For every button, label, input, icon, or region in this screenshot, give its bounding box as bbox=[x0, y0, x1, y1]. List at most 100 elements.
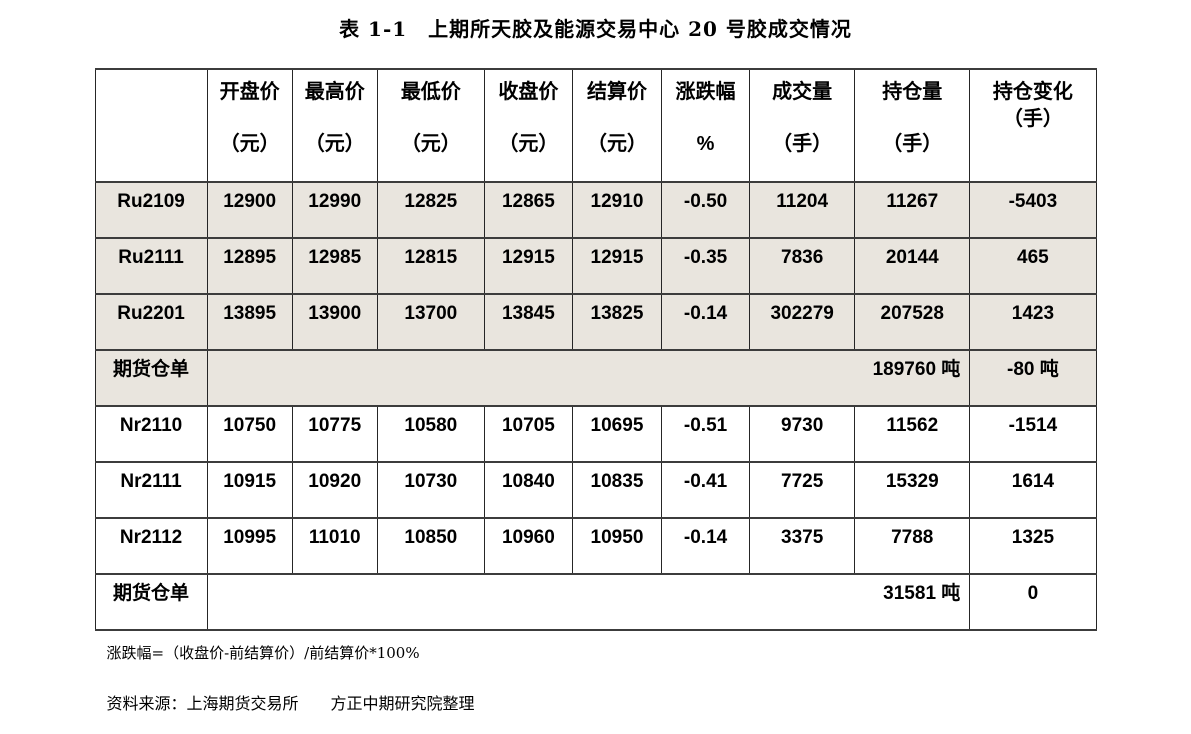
col-header-unit: （手） bbox=[1002, 108, 1063, 130]
table-cell: 10580 bbox=[376, 405, 485, 463]
row-label: Nr2110 bbox=[94, 405, 208, 463]
table-row-warehouse-receipts-ru: 期货仓单 189760 吨 -80 吨 bbox=[94, 349, 1097, 407]
col-header-label: 成交量 bbox=[772, 81, 833, 103]
col-header-label: 持仓量 bbox=[882, 81, 943, 103]
col-header-unit: （元） bbox=[400, 133, 461, 155]
row-label: Nr2112 bbox=[94, 517, 208, 575]
col-header-unit: （元） bbox=[304, 133, 365, 155]
col-header-low-price: 最低价 （元） bbox=[376, 68, 485, 183]
col-header-label: 最低价 bbox=[400, 81, 461, 103]
table-cell: 20144 bbox=[854, 237, 971, 295]
table-cell: 13895 bbox=[206, 293, 293, 351]
corner-cell bbox=[94, 68, 208, 183]
table-cell: 10705 bbox=[483, 405, 573, 463]
table-cell: 10840 bbox=[483, 461, 573, 519]
col-header-unit: （手） bbox=[772, 133, 833, 155]
table-cell: -1514 bbox=[969, 405, 1097, 463]
table-cell: 12915 bbox=[483, 237, 573, 295]
table-cell: 1325 bbox=[969, 517, 1097, 575]
table-cell: 12990 bbox=[291, 181, 378, 239]
col-header-open-interest: 持仓量 （手） bbox=[854, 68, 971, 183]
col-header-label: 最高价 bbox=[304, 81, 365, 103]
table-cell: 10750 bbox=[206, 405, 293, 463]
warehouse-receipts-total-cell: 31581 吨 bbox=[206, 573, 971, 631]
table-row-nr2112: Nr2112 10995 11010 10850 10960 10950 -0.… bbox=[94, 517, 1097, 575]
table-cell: 12825 bbox=[376, 181, 485, 239]
col-header-open-price: 开盘价 （元） bbox=[206, 68, 293, 183]
table-cell: 10695 bbox=[571, 405, 663, 463]
table-cell: 465 bbox=[969, 237, 1097, 295]
row-label: 期货仓单 bbox=[94, 349, 208, 407]
col-header-volume: 成交量 （手） bbox=[749, 68, 856, 183]
table-cell: 11204 bbox=[749, 181, 856, 239]
table-cell: 12895 bbox=[206, 237, 293, 295]
table-cell: 12865 bbox=[483, 181, 573, 239]
warehouse-receipts-change-cell: -80 吨 bbox=[969, 349, 1097, 407]
table-cell: 10950 bbox=[571, 517, 663, 575]
col-header-label: 结算价 bbox=[586, 81, 647, 103]
table-cell: 13825 bbox=[571, 293, 663, 351]
row-label: Ru2111 bbox=[94, 237, 208, 295]
table-cell: 7725 bbox=[749, 461, 856, 519]
table-title: 表 1-1 上期所天胶及能源交易中心 20 号胶成交情况 bbox=[339, 17, 852, 41]
table-row-nr2111: Nr2111 10915 10920 10730 10840 10835 -0.… bbox=[94, 461, 1097, 519]
table-cell: 10960 bbox=[483, 517, 573, 575]
futures-trading-table: 开盘价 （元） 最高价 （元） 最低价 （元） 收盘价 （元） 结算价 （元 bbox=[94, 68, 1097, 631]
col-header-close-price: 收盘价 （元） bbox=[483, 68, 573, 183]
table-row-ru2109: Ru2109 12900 12990 12825 12865 12910 -0.… bbox=[94, 181, 1097, 239]
table-row-nr2110: Nr2110 10750 10775 10580 10705 10695 -0.… bbox=[94, 405, 1097, 463]
row-label: 期货仓单 bbox=[94, 573, 208, 631]
table-cell: -0.41 bbox=[661, 461, 751, 519]
col-header-label: 涨跌幅 bbox=[675, 81, 736, 103]
col-header-unit: （手） bbox=[882, 133, 943, 155]
table-cell: 10920 bbox=[291, 461, 378, 519]
col-header-label: 收盘价 bbox=[498, 81, 559, 103]
table-cell: 207528 bbox=[854, 293, 971, 351]
table-cell: 10835 bbox=[571, 461, 663, 519]
col-header-label: 开盘价 bbox=[219, 81, 280, 103]
table-cell: 13700 bbox=[376, 293, 485, 351]
col-header-unit: （元） bbox=[219, 133, 280, 155]
col-header-unit: % bbox=[696, 133, 715, 155]
col-header-change-percent: 涨跌幅 % bbox=[661, 68, 751, 183]
table-cell: 302279 bbox=[749, 293, 856, 351]
table-cell: 15329 bbox=[854, 461, 971, 519]
table-cell: 12910 bbox=[571, 181, 663, 239]
table-row-ru2111: Ru2111 12895 12985 12815 12915 12915 -0.… bbox=[94, 237, 1097, 295]
table-cell: 12815 bbox=[376, 237, 485, 295]
table-cell: 3375 bbox=[749, 517, 856, 575]
table-cell: 10775 bbox=[291, 405, 378, 463]
table-cell: 7836 bbox=[749, 237, 856, 295]
table-cell: 10995 bbox=[206, 517, 293, 575]
table-cell: -0.51 bbox=[661, 405, 751, 463]
document-page: 表 1-1 上期所天胶及能源交易中心 20 号胶成交情况 开盘价 （元） 最高价… bbox=[94, 17, 1097, 713]
table-cell: 10730 bbox=[376, 461, 485, 519]
row-label: Ru2109 bbox=[94, 181, 208, 239]
table-cell: -0.14 bbox=[661, 293, 751, 351]
table-cell: 12985 bbox=[291, 237, 378, 295]
table-cell: 11010 bbox=[291, 517, 378, 575]
table-cell: 12915 bbox=[571, 237, 663, 295]
table-cell: 9730 bbox=[749, 405, 856, 463]
col-header-label: 持仓变化 bbox=[992, 81, 1073, 103]
table-cell: -0.35 bbox=[661, 237, 751, 295]
table-cell: -0.14 bbox=[661, 517, 751, 575]
col-header-settlement-price: 结算价 （元） bbox=[571, 68, 663, 183]
table-cell: -5403 bbox=[969, 181, 1097, 239]
table-cell: 1423 bbox=[969, 293, 1097, 351]
table-cell: 1614 bbox=[969, 461, 1097, 519]
table-cell: 13845 bbox=[483, 293, 573, 351]
table-header-row: 开盘价 （元） 最高价 （元） 最低价 （元） 收盘价 （元） 结算价 （元 bbox=[94, 68, 1097, 183]
warehouse-receipts-total-cell: 189760 吨 bbox=[206, 349, 971, 407]
table-row-ru2201: Ru2201 13895 13900 13700 13845 13825 -0.… bbox=[94, 293, 1097, 351]
col-header-open-interest-change: 持仓变化 （手） bbox=[969, 68, 1097, 183]
col-header-high-price: 最高价 （元） bbox=[291, 68, 378, 183]
table-cell: 11267 bbox=[854, 181, 971, 239]
table-cell: 13900 bbox=[291, 293, 378, 351]
col-header-unit: （元） bbox=[586, 133, 647, 155]
table-cell: 12900 bbox=[206, 181, 293, 239]
table-cell: 10915 bbox=[206, 461, 293, 519]
warehouse-receipts-change-cell: 0 bbox=[969, 573, 1097, 631]
col-header-unit: （元） bbox=[498, 133, 559, 155]
table-cell: -0.50 bbox=[661, 181, 751, 239]
